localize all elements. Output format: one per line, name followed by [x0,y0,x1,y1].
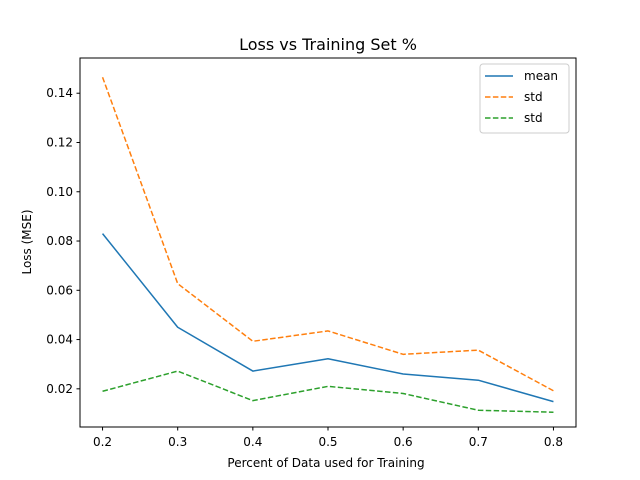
y-tick-label: 0.04 [46,333,73,347]
y-tick-label: 0.08 [46,234,73,248]
plot-frame [79,57,577,428]
x-tick-label: 0.8 [544,435,563,449]
legend: mean std std [479,63,570,134]
legend-label: mean [524,69,558,83]
x-tick-label: 0.2 [93,435,112,449]
x-axis: 0.2 0.3 0.4 0.5 0.6 0.7 0.8 [93,427,563,449]
y-tick-label: 0.02 [46,382,73,396]
chart-title: Loss vs Training Set % [239,35,417,54]
x-tick-label: 0.3 [168,435,187,449]
x-axis-label: Percent of Data used for Training [227,456,424,470]
legend-items: mean std std [485,69,558,125]
y-tick-label: 0.12 [46,135,73,149]
x-tick-label: 0.4 [243,435,262,449]
x-tick-label: 0.5 [318,435,337,449]
y-tick-label: 0.10 [46,185,73,199]
y-axis-label: Loss (MSE) [20,209,34,274]
y-tick-label: 0.14 [46,86,73,100]
series-line-mean-1 [101,233,554,403]
y-tick-label: 0.06 [46,283,73,297]
y-axis: 0.02 0.04 0.06 0.08 0.10 0.12 0.14 [46,86,80,396]
series-line-std-3 [102,370,554,413]
x-tick-label: 0.6 [394,435,413,449]
legend-label: std [524,111,543,125]
x-tick-label: 0.7 [469,435,488,449]
series-line-std-2 [101,76,554,392]
series-lines [101,76,554,413]
legend-box [479,63,570,134]
legend-label: std [524,90,543,104]
